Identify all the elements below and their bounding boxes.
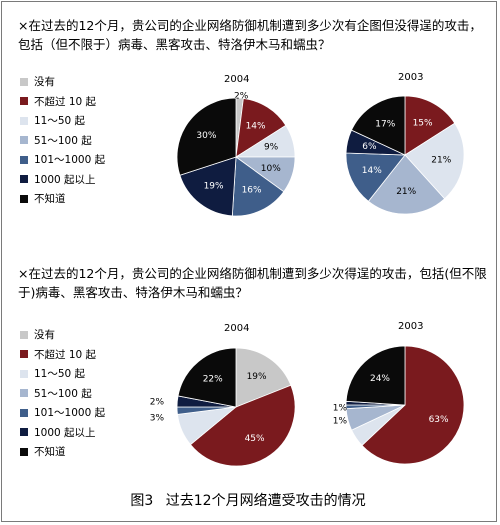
legend-bottom: 没有不超过 10 起 11～50 起 51～100 起 101～1000 起 1000 … — [20, 325, 105, 462]
legend-item: 不超过 10 起 — [20, 345, 105, 365]
legend-item: 51～100 起 — [20, 131, 105, 151]
data-label: 21% — [431, 155, 451, 165]
pie-slice — [350, 95, 406, 156]
data-label: 16% — [242, 186, 262, 196]
legend-item: 11～50 起 — [20, 111, 105, 131]
pie-slice — [361, 345, 465, 465]
pie-slice — [404, 95, 456, 156]
pie-slice — [231, 156, 285, 217]
year-label-bottom-2003: 2003 — [398, 321, 424, 332]
pie-slice — [176, 97, 237, 176]
data-label: 15% — [413, 118, 433, 128]
data-label: 2% — [150, 398, 165, 408]
legend-swatch — [20, 389, 28, 398]
legend-label: 没有 — [34, 76, 55, 89]
pie-chart-2: 19% 45% 2% 3% 22% — [150, 347, 296, 467]
legend-top: 没有不超过 10 起 11～50 起 51～100 起 101～1000 起 1000 … — [20, 72, 105, 209]
legend-swatch — [20, 369, 28, 378]
data-label: 19% — [247, 372, 267, 382]
legend-swatch — [20, 77, 28, 86]
data-label: 3% — [150, 414, 165, 424]
legend-label: 11～50 起 — [34, 115, 86, 128]
legend-label: 没有 — [34, 329, 55, 342]
pie-chart-3: 63% 1% 1% 24% — [333, 345, 465, 465]
legend-label: 1000 起以上 — [34, 426, 96, 439]
legend-label: 不超过 10 起 — [34, 348, 97, 361]
data-label: 63% — [429, 415, 449, 425]
legend-item: 不超过 10 起 — [20, 92, 105, 112]
pie-chart-0: 2% 14% 9% 10% 16% 19% 30% — [176, 92, 296, 217]
data-label: 14% — [362, 166, 382, 176]
pie-slice — [235, 347, 292, 408]
legend-swatch — [20, 428, 28, 437]
data-label: 22% — [203, 374, 223, 384]
legend-swatch — [20, 155, 28, 164]
legend-swatch — [20, 116, 28, 125]
pie-slice — [404, 122, 465, 200]
legend-swatch — [20, 97, 28, 106]
data-label: 17% — [375, 120, 395, 130]
legend-swatch — [20, 330, 28, 339]
legend-label: 51～100 起 — [34, 387, 92, 400]
data-label: 14% — [246, 122, 266, 132]
data-label: 30% — [196, 131, 216, 141]
legend-item: 没有 — [20, 325, 105, 345]
pie-slice — [345, 345, 406, 406]
data-label: 9% — [264, 142, 279, 152]
question-unsuccessful-attacks: ×在过去的12个月，贵公司的企业网络防御机制遭到多少次有企图但没得逞的攻击，包括… — [18, 18, 482, 52]
data-label: 1% — [333, 417, 348, 427]
legend-item: 1000 起以上 — [20, 170, 105, 190]
figure-caption: 图3 过去12个月网络遭受攻击的情况 — [0, 490, 496, 510]
legend-label: 不知道 — [34, 193, 66, 206]
data-label: 10% — [261, 164, 281, 174]
legend-label: 101～1000 起 — [34, 407, 106, 420]
data-label: 24% — [370, 374, 390, 384]
pie-slice — [189, 384, 296, 467]
legend-swatch — [20, 447, 28, 456]
data-label: 6% — [362, 142, 377, 152]
legend-swatch — [20, 194, 28, 203]
pie-slice — [345, 152, 406, 202]
data-label: 45% — [245, 434, 265, 444]
legend-label: 不超过 10 起 — [34, 95, 97, 108]
legend-item: 不知道 — [20, 189, 105, 209]
legend-label: 51～100 起 — [34, 134, 92, 147]
year-label-top-2004: 2004 — [224, 74, 250, 85]
legend-item: 51～100 起 — [20, 384, 105, 404]
data-label: 21% — [396, 187, 416, 197]
data-label: 1% — [333, 404, 348, 414]
legend-swatch — [20, 408, 28, 417]
data-label: 2% — [234, 92, 249, 102]
pie-slice — [177, 347, 237, 408]
legend-label: 101～1000 起 — [34, 154, 106, 167]
legend-item: 101～1000 起 — [20, 403, 105, 423]
data-label: 19% — [204, 181, 224, 191]
legend-item: 不知道 — [20, 442, 105, 462]
pie-slice — [235, 98, 287, 158]
legend-swatch — [20, 175, 28, 184]
figure-number: 图3 — [130, 493, 154, 509]
year-label-bottom-2004: 2004 — [224, 323, 250, 334]
legend-item: 1000 起以上 — [20, 423, 105, 443]
legend-item: 101～1000 起 — [20, 150, 105, 170]
legend-swatch — [20, 136, 28, 145]
legend-swatch — [20, 350, 28, 359]
figure-title: 过去12个月网络遭受攻击的情况 — [165, 493, 366, 509]
pie-slice — [179, 156, 237, 217]
year-label-top-2003: 2003 — [398, 72, 424, 83]
legend-label: 1000 起以上 — [34, 173, 96, 186]
question-successful-attacks: ×在过去的12个月，贵公司的企业网络防御机制遭到多少次得逞的攻击，包括(但不限于… — [18, 266, 487, 300]
legend-label: 11～50 起 — [34, 368, 86, 381]
legend-item: 11～50 起 — [20, 364, 105, 384]
legend-item: 没有 — [20, 72, 105, 92]
pie-slice — [367, 154, 446, 215]
pie-chart-1: 15% 21% 21% 14% 6% 17% — [345, 95, 465, 215]
legend-label: 不知道 — [34, 446, 66, 459]
